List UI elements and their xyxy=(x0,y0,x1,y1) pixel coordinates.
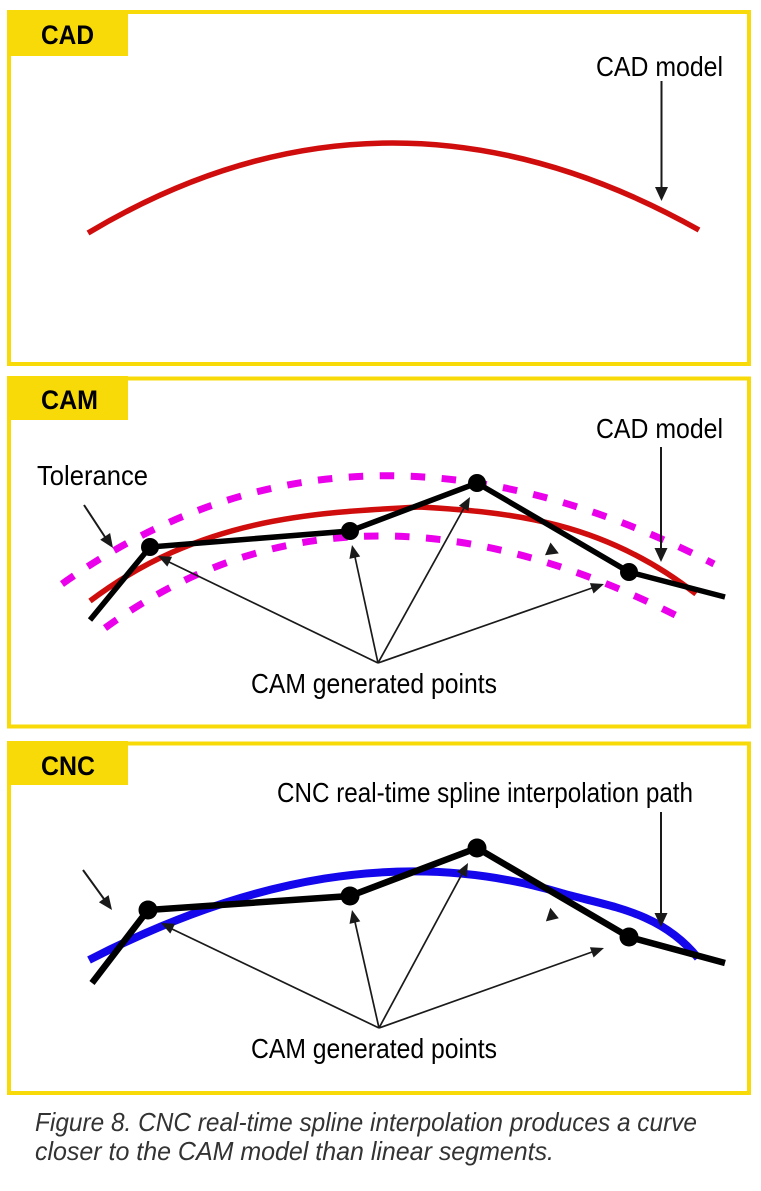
svg-text:CNC real-time spline interpola: CNC real-time spline interpolation path xyxy=(277,777,693,808)
svg-text:CAD: CAD xyxy=(41,20,94,50)
svg-text:CAM generated points: CAM generated points xyxy=(251,1033,497,1064)
svg-text:CAM: CAM xyxy=(41,385,98,415)
svg-text:CAD model: CAD model xyxy=(596,51,723,82)
svg-text:CAM generated points: CAM generated points xyxy=(251,668,497,699)
svg-text:CAD model: CAD model xyxy=(596,413,723,444)
svg-text:Figure 8. CNC real-time spline: Figure 8. CNC real-time spline interpola… xyxy=(35,1107,697,1137)
svg-text:Tolerance: Tolerance xyxy=(37,460,148,491)
svg-text:CNC: CNC xyxy=(41,751,95,781)
svg-text:closer to the CAM model than l: closer to the CAM model than linear segm… xyxy=(35,1136,554,1166)
